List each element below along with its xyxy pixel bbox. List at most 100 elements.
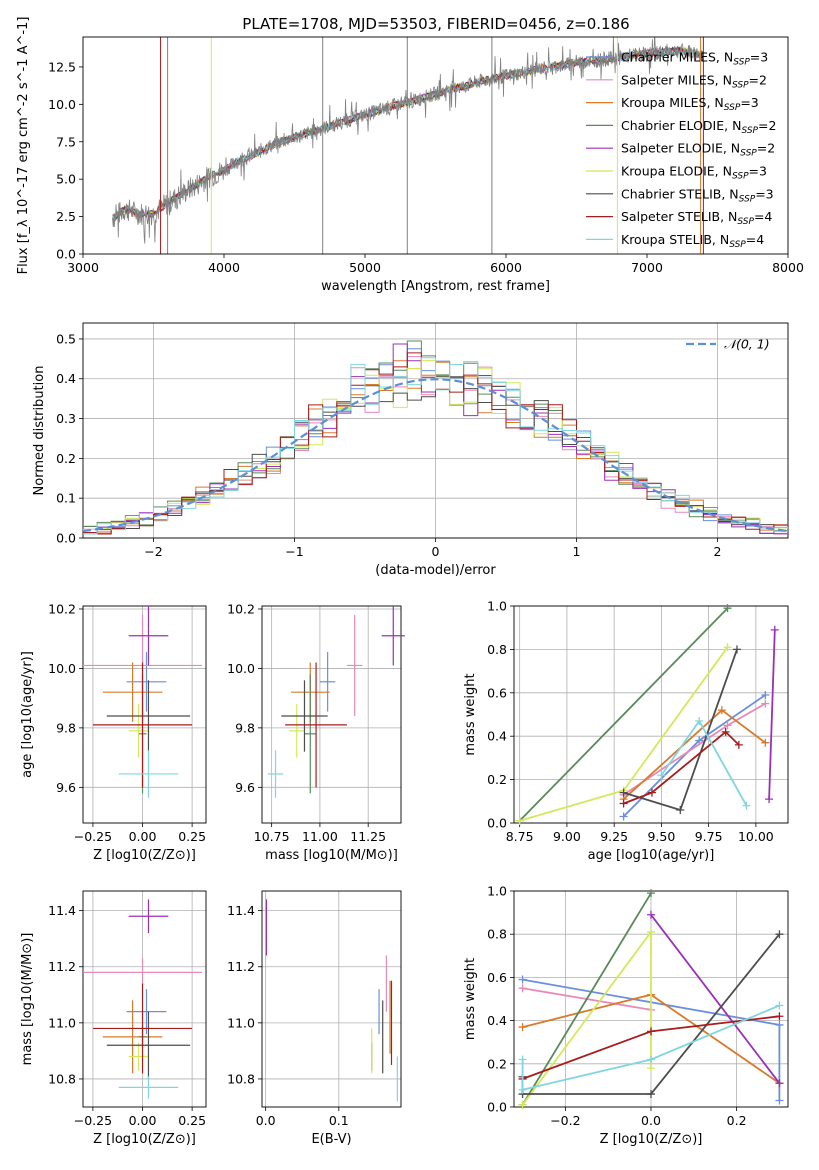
plus-marker <box>518 1055 527 1064</box>
y-tick-label: 1.0 <box>487 884 507 899</box>
plus-marker <box>775 1001 784 1010</box>
age-vs-Z-panel: −0.25 0.00 0.25 9.6 9.8 10.0 10.2 Z [log10(Z/Z⊙… <box>20 601 207 863</box>
y-tick-label: 0.2 <box>487 772 507 787</box>
y-tick-label: 0.0 <box>487 1100 507 1115</box>
gaussian-curve <box>82 378 789 533</box>
legend-entry-label: Salpeter STELIB, NSSP=4 <box>621 209 772 227</box>
plus-marker <box>647 1064 655 1073</box>
spectrum-plot-area <box>112 37 704 254</box>
y-tick-label: 10.0 <box>227 661 255 676</box>
y-axis-label: mass weight <box>463 673 478 755</box>
plus-marker <box>775 1079 784 1088</box>
y-tick-label: 7.5 <box>56 134 76 149</box>
plus-marker <box>647 1055 655 1064</box>
legend-entry-label: Salpeter MILES, NSSP=2 <box>621 72 767 90</box>
y-tick-label: 1.0 <box>487 599 507 614</box>
plus-marker <box>775 1020 784 1029</box>
plus-marker <box>761 690 770 699</box>
axes-frame <box>82 605 207 824</box>
plus-marker <box>775 1096 784 1105</box>
axes-frame <box>513 605 789 824</box>
y-tick-label: 5.0 <box>56 172 76 187</box>
plus-marker <box>647 1090 655 1099</box>
axes-frame <box>261 605 402 824</box>
x-tick-label: 1 <box>573 544 581 559</box>
legend-entry-label: Kroupa ELODIE, NSSP=3 <box>621 164 767 182</box>
y-axis-label: age [log10(age/yr)] <box>20 651 35 778</box>
y-tick-label: 10.8 <box>48 1071 76 1086</box>
y-axis-label: Flux [f_λ 10^-17 erg cm^-2 s^-1 A^-1] <box>16 17 31 275</box>
x-tick-label: 8.75 <box>506 829 534 844</box>
x-axis-label: E(B-V) <box>311 1132 351 1147</box>
legend-entry-label: Salpeter ELODIE, NSSP=2 <box>621 141 775 159</box>
y-tick-label: 0.1 <box>56 491 76 506</box>
y-tick-label: 0.5 <box>56 331 76 346</box>
y-tick-label: 0.4 <box>487 1013 507 1028</box>
x-axis-label: mass [log10(M/M⊙)] <box>265 848 398 863</box>
y-tick-label: 0.2 <box>487 1056 507 1071</box>
x-tick-label: 10.00 <box>738 829 774 844</box>
mass-weight-series-line <box>521 1004 780 1091</box>
plus-marker <box>742 801 751 810</box>
x-axis-label: (data-model)/error <box>375 563 496 578</box>
plus-marker <box>761 699 770 708</box>
x-tick-label: 0.1 <box>329 1113 349 1128</box>
y-tick-label: 9.6 <box>56 780 76 795</box>
observed-spectrum-line <box>112 37 704 244</box>
y-tick-label: 2.5 <box>56 209 76 224</box>
y-tick-label: 0.3 <box>56 411 76 426</box>
x-tick-label: −2 <box>144 544 162 559</box>
plus-marker <box>695 717 704 726</box>
x-axis-label: wavelength [Angstrom, rest frame] <box>321 279 550 294</box>
plus-marker <box>518 1100 527 1109</box>
plus-marker <box>676 805 685 814</box>
model-spectrum-line <box>112 46 704 221</box>
model-spectrum-line <box>112 46 704 221</box>
model-spectrum-line <box>112 46 704 220</box>
plus-marker <box>619 788 628 797</box>
x-tick-label: −0.2 <box>550 1113 580 1128</box>
y-tick-label: 0.6 <box>487 970 507 985</box>
mass-weight-series-line <box>519 607 729 822</box>
mass-weight-series-line <box>521 929 652 1106</box>
y-tick-label: 11.2 <box>48 959 76 974</box>
y-tick-label: 12.5 <box>48 59 76 74</box>
x-tick-label: 8000 <box>772 260 804 275</box>
x-tick-label: 0.2 <box>727 1113 747 1128</box>
x-tick-label: −1 <box>285 544 303 559</box>
plus-marker <box>761 738 770 747</box>
plus-marker <box>765 795 774 804</box>
x-tick-label: 0.25 <box>178 829 206 844</box>
model-spectrum-line <box>112 46 704 222</box>
legend-entry-label: Kroupa MILES, NSSP=3 <box>621 95 759 113</box>
plus-marker <box>723 604 732 613</box>
plus-marker <box>518 1023 527 1032</box>
model-spectrum-line <box>112 47 704 219</box>
plus-marker <box>647 910 655 919</box>
plus-marker <box>518 984 527 993</box>
y-tick-label: 9.6 <box>235 780 255 795</box>
x-tick-label: 0.00 <box>129 829 157 844</box>
x-tick-label: 10.75 <box>254 829 290 844</box>
residuals-legend: 𝒩(0, 1) <box>686 337 770 352</box>
spectrum-panel: 3000 4000 5000 6000 7000 8000 0.0 2.5 5.0 7.5 10.0… <box>16 17 804 294</box>
x-tick-label: 6000 <box>490 260 522 275</box>
legend-entry-label: Chabrier MILES, NSSP=3 <box>621 50 768 68</box>
plus-marker <box>732 645 741 654</box>
y-tick-label: 0.2 <box>56 451 76 466</box>
plus-marker <box>775 1012 784 1021</box>
plus-marker <box>723 643 732 652</box>
x-tick-label: 9.00 <box>553 829 581 844</box>
y-axis-label: mass weight <box>463 958 478 1040</box>
x-tick-label: −0.25 <box>74 829 112 844</box>
weight-vs-Z-panel: −0.2 0.0 0.2 0.0 0.2 0.4 0.6 0.8 1.0 Z [log10(Z/Z… <box>463 884 789 1147</box>
mass-weight-series-line <box>650 914 781 1084</box>
x-axis-label: age [log10(age/yr)] <box>588 848 715 863</box>
x-tick-label: 4000 <box>208 260 240 275</box>
plus-marker <box>515 816 524 825</box>
y-tick-label: 10.8 <box>227 1071 255 1086</box>
mass-weight-series-line <box>660 719 748 807</box>
y-tick-label: 10.0 <box>48 661 76 676</box>
plus-marker <box>723 721 732 730</box>
